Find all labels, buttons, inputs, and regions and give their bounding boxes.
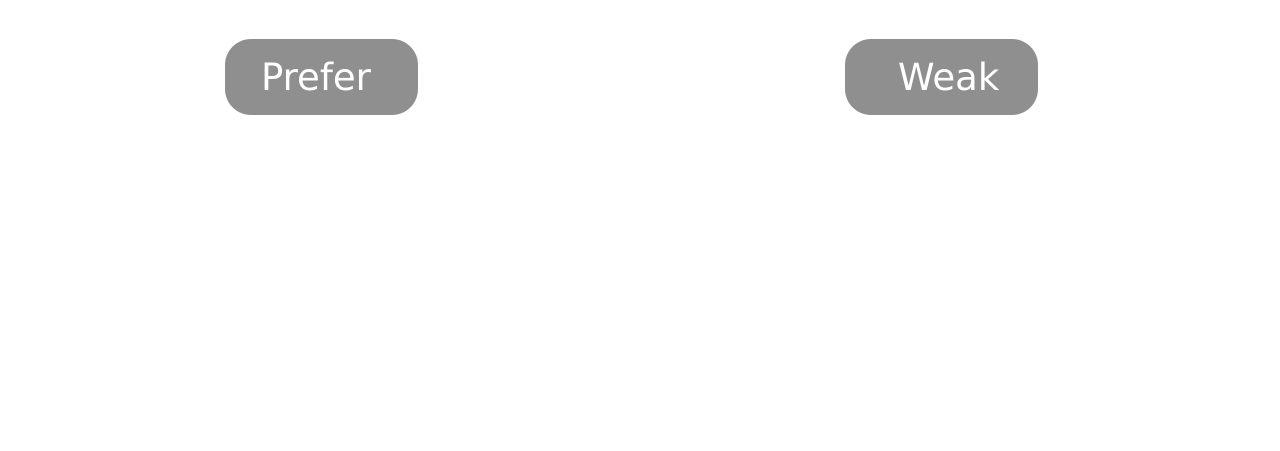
prefer-button[interactable]: Prefer	[225, 39, 418, 115]
weak-button[interactable]: Weak	[845, 39, 1038, 115]
weak-button-label: Weak	[898, 55, 1000, 99]
prefer-button-label: Prefer	[261, 55, 371, 99]
